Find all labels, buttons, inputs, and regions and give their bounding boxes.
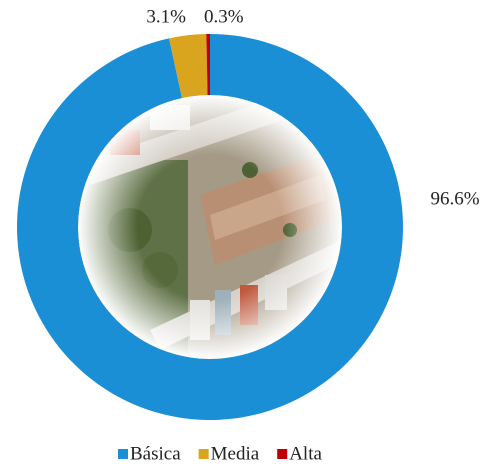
legend-swatch <box>199 449 209 459</box>
value-label: 3.1% <box>146 6 186 27</box>
value-label: 0.3% <box>204 6 244 27</box>
legend-swatch <box>277 449 287 459</box>
legend-label: Alta <box>289 443 322 464</box>
legend-label: Básica <box>130 443 181 464</box>
value-label: 96.6% <box>430 188 479 209</box>
page: 96.6%3.1%0.3%BásicaMediaAlta (() => { co… <box>0 0 491 472</box>
chart: 96.6% 3.1% 0.3% Básica Media Alta <box>0 0 491 467</box>
legend-label: Media <box>211 443 260 464</box>
legend-swatch <box>118 449 128 459</box>
